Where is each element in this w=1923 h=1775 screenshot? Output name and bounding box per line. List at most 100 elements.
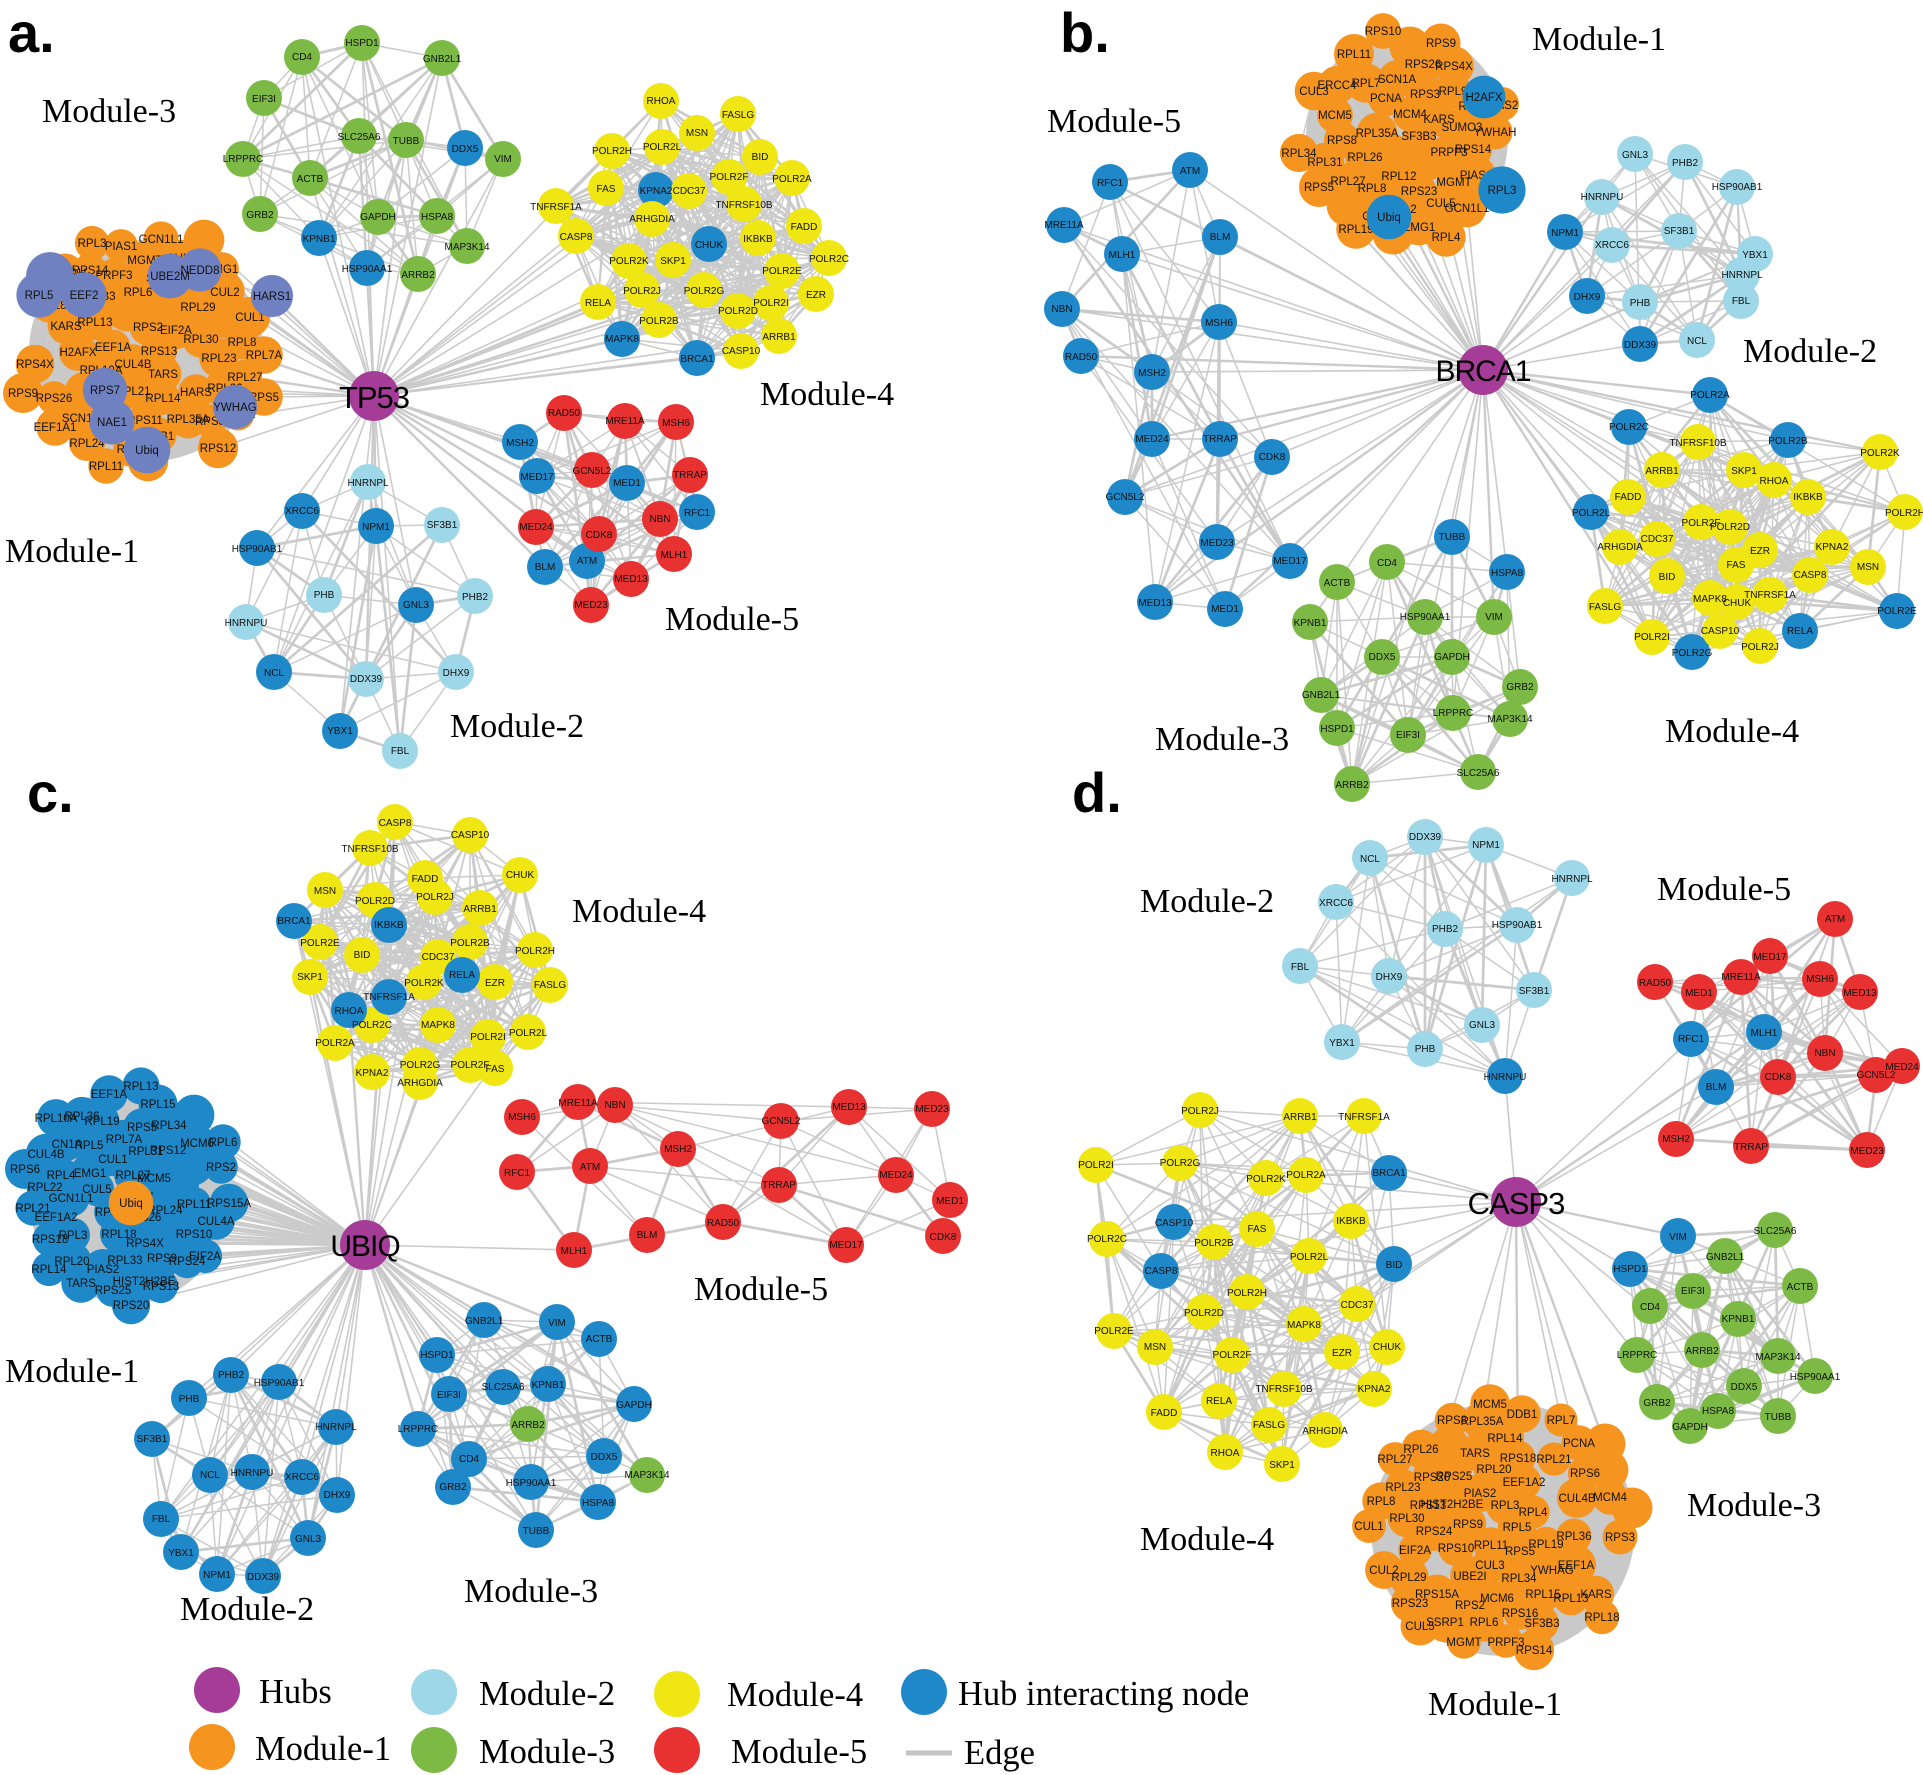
- svg-text:XRCC6: XRCC6: [1595, 240, 1629, 251]
- svg-text:BRCA1: BRCA1: [1372, 1168, 1406, 1179]
- svg-text:RPL36: RPL36: [1556, 1531, 1591, 1543]
- svg-text:MCM6: MCM6: [180, 1138, 214, 1150]
- svg-text:CDK8: CDK8: [930, 1232, 957, 1243]
- svg-text:HARS: HARS: [180, 387, 212, 399]
- svg-text:POLR2K: POLR2K: [1860, 448, 1900, 459]
- svg-text:FASLG: FASLG: [1253, 1420, 1285, 1431]
- svg-text:RPL14: RPL14: [31, 1264, 67, 1276]
- svg-text:MLH1: MLH1: [1751, 1028, 1778, 1039]
- svg-text:KPNA2: KPNA2: [640, 186, 673, 197]
- svg-text:TRRAP: TRRAP: [673, 470, 707, 481]
- svg-text:GNB2L1: GNB2L1: [465, 1316, 504, 1327]
- svg-text:PHB: PHB: [1415, 1044, 1436, 1055]
- svg-text:YWHAG: YWHAG: [213, 402, 257, 414]
- svg-text:YWHAG: YWHAG: [1530, 1565, 1574, 1577]
- svg-text:CUL5: CUL5: [1426, 198, 1455, 210]
- svg-text:MSH2: MSH2: [1138, 368, 1166, 379]
- svg-text:HSPA8: HSPA8: [1702, 1406, 1734, 1417]
- svg-text:BID: BID: [354, 950, 371, 961]
- svg-text:LRPPRC: LRPPRC: [1617, 1350, 1658, 1361]
- svg-text:CHUK: CHUK: [695, 240, 724, 251]
- svg-text:EEF1A2: EEF1A2: [1503, 1477, 1546, 1489]
- svg-text:RPS4X: RPS4X: [1435, 61, 1473, 73]
- svg-text:MED23: MED23: [574, 600, 608, 611]
- svg-text:RPS14: RPS14: [1516, 1645, 1553, 1657]
- svg-text:CDC37: CDC37: [673, 186, 706, 197]
- svg-text:RPL35A: RPL35A: [1356, 128, 1399, 140]
- svg-text:POLR2D: POLR2D: [718, 306, 758, 317]
- svg-text:MRE11A: MRE11A: [558, 1098, 598, 1109]
- svg-text:RPL21: RPL21: [1536, 1454, 1571, 1466]
- svg-text:SKP1: SKP1: [1731, 466, 1757, 477]
- svg-text:CUL2: CUL2: [1369, 1565, 1398, 1577]
- svg-text:CHUK: CHUK: [506, 870, 535, 881]
- svg-text:RPL24: RPL24: [147, 1205, 183, 1217]
- svg-text:PIAS2: PIAS2: [87, 1264, 120, 1276]
- svg-text:MED24: MED24: [879, 1170, 913, 1181]
- svg-text:RPL13: RPL13: [77, 317, 112, 329]
- svg-text:NPM1: NPM1: [1551, 228, 1579, 239]
- svg-text:LRPPRC: LRPPRC: [1433, 708, 1474, 719]
- svg-text:RPL23: RPL23: [201, 353, 236, 365]
- svg-text:LRPPRC: LRPPRC: [398, 1424, 439, 1435]
- svg-text:FASLG: FASLG: [534, 980, 566, 991]
- svg-text:POLR2L: POLR2L: [1572, 508, 1611, 519]
- svg-text:IKBKB: IKBKB: [1793, 492, 1823, 503]
- svg-text:TARS: TARS: [148, 369, 178, 381]
- svg-text:MGMT: MGMT: [1436, 177, 1471, 189]
- svg-text:EMG1: EMG1: [74, 1168, 107, 1180]
- svg-text:CASP10: CASP10: [451, 830, 490, 841]
- svg-text:CUL4A: CUL4A: [197, 1216, 234, 1228]
- svg-text:KPNB1: KPNB1: [303, 234, 336, 245]
- svg-text:FADD: FADD: [791, 222, 818, 233]
- svg-text:RPL3: RPL3: [1488, 185, 1517, 197]
- svg-text:RHOA: RHOA: [1760, 476, 1789, 487]
- svg-text:RPS14: RPS14: [1455, 144, 1492, 156]
- svg-text:CASP10: CASP10: [722, 346, 761, 357]
- svg-text:CDK8: CDK8: [1259, 452, 1286, 463]
- svg-text:POLR2F: POLR2F: [1682, 518, 1721, 529]
- svg-text:XRCC6: XRCC6: [285, 1472, 319, 1483]
- svg-text:RPL3: RPL3: [1491, 1500, 1520, 1512]
- svg-text:TNFRSF10B: TNFRSF10B: [341, 844, 399, 855]
- svg-text:YBX1: YBX1: [1742, 250, 1768, 261]
- svg-text:RPS5: RPS5: [1505, 1546, 1535, 1558]
- svg-text:HSP90AB1: HSP90AB1: [1492, 920, 1543, 931]
- svg-text:CD4: CD4: [459, 1454, 479, 1465]
- svg-text:HSP90AA1: HSP90AA1: [1400, 612, 1451, 623]
- svg-text:GCN1L1: GCN1L1: [49, 1193, 94, 1205]
- svg-text:POLR2J: POLR2J: [1741, 642, 1779, 653]
- svg-text:RELA: RELA: [449, 970, 475, 981]
- svg-text:RPL34: RPL34: [151, 1120, 187, 1132]
- svg-text:ARHGDIA: ARHGDIA: [1302, 1426, 1348, 1437]
- svg-text:BLM: BLM: [637, 1230, 658, 1241]
- svg-text:EZR: EZR: [485, 978, 505, 989]
- svg-text:NAE1: NAE1: [97, 417, 127, 429]
- svg-text:RPL8: RPL8: [228, 337, 257, 349]
- svg-text:RPS13: RPS13: [143, 1281, 179, 1293]
- svg-text:BLM: BLM: [1210, 232, 1231, 243]
- svg-text:BID: BID: [752, 152, 769, 163]
- svg-text:GCN5L2: GCN5L2: [1106, 492, 1145, 503]
- svg-text:KPNB1: KPNB1: [532, 1380, 565, 1391]
- svg-text:RPL20: RPL20: [54, 1256, 89, 1268]
- svg-text:NCL: NCL: [200, 1470, 220, 1481]
- svg-text:TNFRSF10B: TNFRSF10B: [1255, 1384, 1313, 1395]
- svg-text:RPL18: RPL18: [101, 1229, 136, 1241]
- svg-text:POLR2E: POLR2E: [1877, 606, 1917, 617]
- svg-text:IKBKB: IKBKB: [374, 920, 404, 931]
- svg-text:ACTB: ACTB: [297, 174, 324, 185]
- svg-text:SCN1A: SCN1A: [1378, 74, 1417, 86]
- svg-text:Module-3: Module-3: [464, 1573, 598, 1610]
- svg-text:RPS5: RPS5: [249, 392, 279, 404]
- svg-text:DDX5: DDX5: [1369, 652, 1396, 663]
- svg-text:GNL3: GNL3: [1469, 1020, 1496, 1031]
- svg-text:RPS25: RPS25: [1436, 1471, 1472, 1483]
- svg-text:CUL5: CUL5: [1405, 1621, 1434, 1633]
- svg-text:ERCC4: ERCC4: [1318, 80, 1358, 92]
- svg-text:PCNA: PCNA: [1563, 1438, 1595, 1450]
- svg-text:Module-5: Module-5: [665, 601, 799, 638]
- svg-text:MED13: MED13: [832, 1102, 866, 1113]
- svg-text:MAP3K14: MAP3K14: [1487, 714, 1532, 725]
- svg-text:RFC1: RFC1: [1678, 1034, 1705, 1045]
